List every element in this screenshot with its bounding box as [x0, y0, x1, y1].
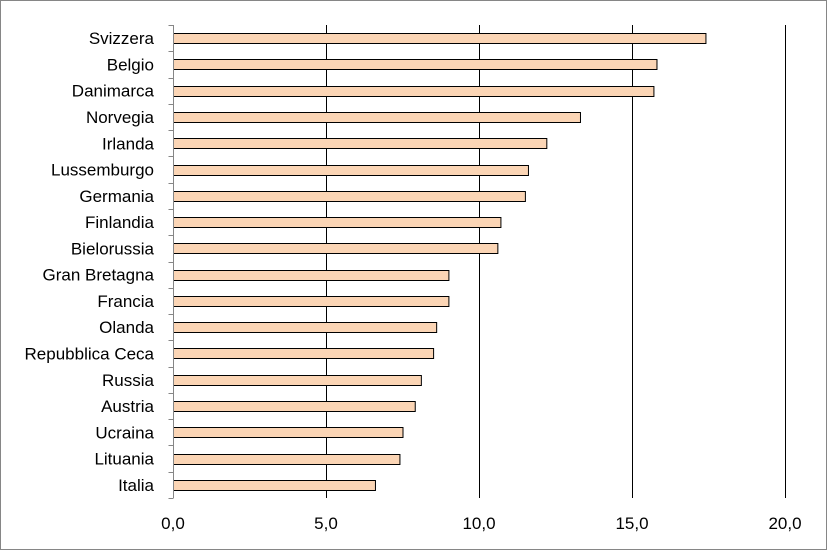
bar-finlandia	[173, 217, 502, 228]
gridlines	[326, 25, 786, 498]
bar-germania	[173, 191, 526, 202]
bars	[173, 33, 707, 491]
x-tick-label: 0,0	[161, 514, 185, 533]
bar-austria	[173, 401, 416, 412]
category-label: Germania	[79, 187, 154, 206]
axes	[168, 25, 174, 499]
bar-russia	[173, 375, 422, 386]
bar-olanda	[173, 322, 438, 333]
category-label: Russia	[102, 371, 155, 390]
bar-lituania	[173, 454, 401, 465]
category-labels: Svizzera Belgio Danimarca Norvegia Irlanda Lu…	[25, 29, 155, 495]
x-tick-label: 5,0	[314, 514, 338, 533]
category-label: Svizzera	[89, 29, 155, 48]
bar-danimarca	[173, 86, 655, 97]
x-tick-label: 10,0	[462, 514, 495, 533]
category-label: Ucraina	[95, 423, 154, 442]
bar-svizzera	[173, 33, 707, 44]
x-tick-labels: 0,0 5,0 10,0 15,0 20,0	[161, 514, 801, 533]
bar-italia	[173, 480, 376, 491]
bar-repubblica-ceca	[173, 348, 435, 359]
bar-bielorussia	[173, 243, 499, 254]
bar-gran-bretagna	[173, 270, 450, 281]
bar-norvegia	[173, 112, 581, 123]
category-label: Francia	[97, 292, 154, 311]
category-label: Finlandia	[85, 213, 155, 232]
bar-ucraina	[173, 427, 404, 438]
category-label: Danimarca	[72, 82, 155, 101]
category-label: Italia	[118, 476, 154, 495]
bar-irlanda	[173, 138, 548, 149]
category-label: Lituania	[94, 450, 154, 469]
x-tick-label: 20,0	[768, 514, 801, 533]
category-label: Norvegia	[86, 108, 155, 127]
category-label: Lussemburgo	[51, 161, 154, 180]
bar-francia	[173, 296, 450, 307]
category-label: Olanda	[99, 318, 154, 337]
x-tick-label: 15,0	[615, 514, 648, 533]
bar-belgio	[173, 59, 658, 70]
category-label: Bielorussia	[71, 239, 155, 258]
category-label: Austria	[101, 397, 154, 416]
bar-lussemburgo	[173, 165, 529, 176]
category-label: Gran Bretagna	[42, 266, 154, 285]
category-label: Irlanda	[102, 134, 155, 153]
category-label: Repubblica Ceca	[25, 344, 155, 363]
category-label: Belgio	[107, 55, 154, 74]
